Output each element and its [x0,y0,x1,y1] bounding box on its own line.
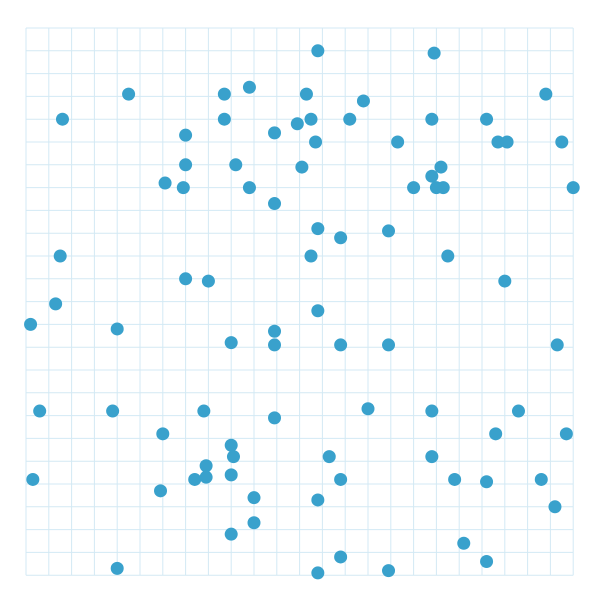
game-dot[interactable] [441,249,455,263]
game-dot[interactable] [158,176,172,190]
game-dot[interactable] [224,438,238,452]
game-dot[interactable] [434,160,448,174]
game-dot[interactable] [425,450,439,464]
game-dot[interactable] [322,450,336,464]
game-dot[interactable] [224,336,238,350]
game-dot[interactable] [26,472,40,486]
game-dot[interactable] [304,249,318,263]
game-dot[interactable] [425,404,439,418]
game-dot[interactable] [382,224,396,238]
game-dot[interactable] [309,135,323,149]
game-dot[interactable] [53,249,67,263]
game-dot[interactable] [559,427,573,441]
game-dot[interactable] [457,536,471,550]
game-dot[interactable] [242,80,256,94]
game-dot[interactable] [122,87,136,101]
game-dot[interactable] [217,87,231,101]
game-dot[interactable] [247,491,261,505]
game-dot[interactable] [311,493,325,507]
game-dot[interactable] [425,169,439,183]
game-dot[interactable] [224,527,238,541]
game-dot[interactable] [334,231,348,245]
game-dot[interactable] [197,404,211,418]
game-dot[interactable] [334,472,348,486]
game-dot[interactable] [242,181,256,195]
game-dot[interactable] [247,516,261,530]
game-dot[interactable] [382,564,396,578]
game-dot[interactable] [229,158,243,172]
game-dot[interactable] [491,135,505,149]
game-dot[interactable] [268,126,282,140]
game-dot[interactable] [427,46,441,60]
game-dot[interactable] [268,324,282,338]
game-dot[interactable] [311,44,325,58]
game-dot[interactable] [534,472,548,486]
game-dot[interactable] [217,112,231,126]
game-dot[interactable] [226,450,240,464]
game-dot[interactable] [391,135,405,149]
game-dot[interactable] [382,338,396,352]
game-dot[interactable] [566,181,580,195]
game-dot[interactable] [334,550,348,564]
game-dot[interactable] [425,112,439,126]
game-dot[interactable] [179,158,193,172]
game-dot[interactable] [500,135,514,149]
dot-layer [24,44,580,580]
game-dot[interactable] [356,94,370,108]
game-dot[interactable] [179,128,193,142]
game-dot[interactable] [407,181,421,195]
game-dot[interactable] [511,404,525,418]
game-dot[interactable] [311,304,325,318]
game-dot[interactable] [55,112,69,126]
game-dot[interactable] [268,411,282,425]
game-dot[interactable] [550,338,564,352]
game-dot[interactable] [311,222,325,236]
game-dot[interactable] [24,317,38,331]
game-dot[interactable] [480,555,494,569]
game-dot[interactable] [224,468,238,482]
game-dot[interactable] [311,566,325,580]
game-dot[interactable] [361,402,375,416]
game-dot[interactable] [548,500,562,514]
game-dot[interactable] [201,274,215,288]
game-dot[interactable] [179,272,193,286]
game-dot[interactable] [106,404,120,418]
game-dot[interactable] [268,338,282,352]
game-dot[interactable] [489,427,503,441]
game-dot[interactable] [480,112,494,126]
game-dot[interactable] [156,427,170,441]
game-dot[interactable] [555,135,569,149]
game-dot[interactable] [480,475,494,489]
game-dot[interactable] [498,274,512,288]
game-dot[interactable] [539,87,553,101]
game-dot[interactable] [436,181,450,195]
game-dot[interactable] [154,484,168,498]
game-dot[interactable] [304,112,318,126]
game-dot[interactable] [448,472,462,486]
game-dot[interactable] [110,561,124,575]
game-dot[interactable] [334,338,348,352]
game-dot[interactable] [199,470,213,484]
game-dot[interactable] [33,404,47,418]
game-dot[interactable] [295,160,309,174]
game-dot[interactable] [290,117,304,131]
game-dot[interactable] [49,297,63,311]
game-dot[interactable] [299,87,313,101]
game-dot[interactable] [268,197,282,211]
game-dot[interactable] [188,472,202,486]
game-dot[interactable] [110,322,124,336]
game-dot[interactable] [176,181,190,195]
game-dot[interactable] [343,112,357,126]
game-dot[interactable] [199,459,213,473]
